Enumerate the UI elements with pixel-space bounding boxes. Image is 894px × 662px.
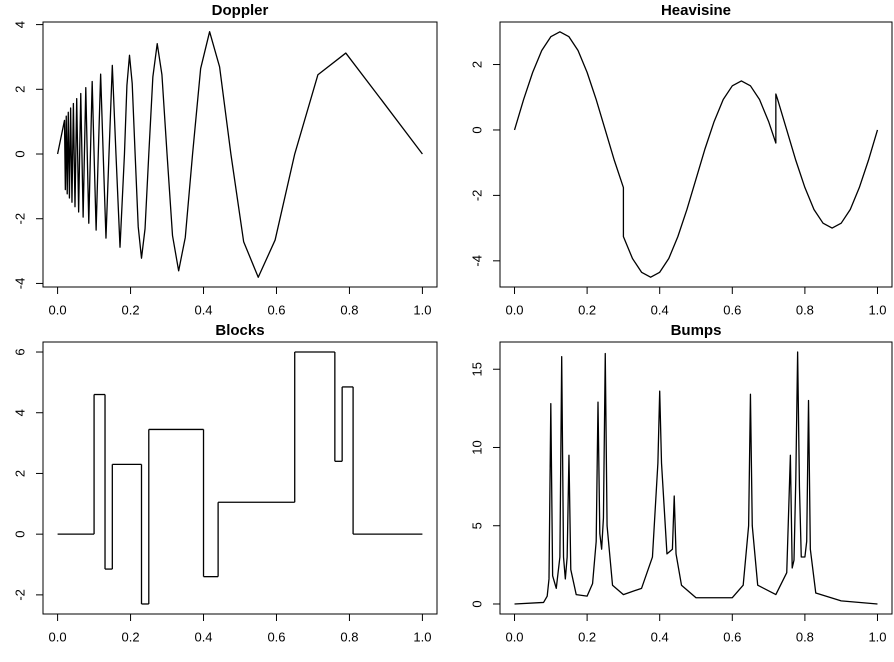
y-tick-label: 4 [12, 409, 27, 416]
x-tick-label: 0.4 [651, 629, 669, 644]
plot-frame [42, 21, 438, 288]
panel-title: Doppler [212, 2, 269, 19]
x-tick-label: 0.6 [267, 629, 285, 644]
x-tick-label: 0.8 [340, 302, 358, 317]
x-tick-label: 0.2 [578, 629, 596, 644]
y-tick-label: 15 [469, 362, 484, 376]
y-tick-label: 0 [469, 600, 484, 607]
x-tick-label: 1.0 [413, 629, 431, 644]
panel-title: Heavisine [661, 2, 731, 19]
y-tick-label: 6 [12, 348, 27, 355]
x-tick-label: 0.2 [122, 629, 140, 644]
x-tick-label: 1.0 [413, 302, 431, 317]
x-tick-label: 0.6 [723, 302, 741, 317]
data-line [513, 31, 879, 278]
y-tick-label: 4 [12, 21, 27, 28]
data-line [56, 31, 423, 278]
y-tick-label: -4 [469, 255, 484, 267]
x-tick-label: 1.0 [868, 629, 886, 644]
x-tick-label: 0.8 [340, 629, 358, 644]
y-tick-label: 0 [12, 150, 27, 157]
x-tick-label: 0.0 [505, 629, 523, 644]
x-tick-label: 0.8 [796, 629, 814, 644]
y-tick-label: -4 [12, 278, 27, 290]
y-tick-label: 10 [469, 440, 484, 454]
y-tick-label: -2 [12, 213, 27, 225]
y-tick-label: 0 [12, 531, 27, 538]
x-tick-label: 0.8 [796, 302, 814, 317]
y-tick-label: 2 [469, 61, 484, 68]
plot-frame [499, 341, 893, 615]
x-tick-label: 1.0 [868, 302, 886, 317]
x-tick-label: 0.0 [49, 629, 67, 644]
y-tick-label: 5 [469, 522, 484, 529]
y-tick-label: -2 [469, 190, 484, 202]
plot-frame [42, 341, 438, 615]
y-tick-label: -2 [12, 589, 27, 601]
x-tick-label: 0.2 [122, 302, 140, 317]
x-tick-label: 0.0 [505, 302, 523, 317]
x-tick-label: 0.4 [194, 629, 212, 644]
data-line [514, 351, 878, 605]
plot-frame [499, 21, 893, 288]
panel-title: Bumps [671, 322, 722, 339]
panel-title: Blocks [215, 322, 264, 339]
x-tick-label: 0.0 [49, 302, 67, 317]
y-tick-label: 0 [469, 126, 484, 133]
y-tick-label: 2 [12, 86, 27, 93]
x-tick-label: 0.4 [651, 302, 669, 317]
x-tick-label: 0.6 [267, 302, 285, 317]
y-tick-label: 2 [12, 470, 27, 477]
x-tick-label: 0.6 [723, 629, 741, 644]
x-tick-label: 0.2 [578, 302, 596, 317]
x-tick-label: 0.4 [194, 302, 212, 317]
